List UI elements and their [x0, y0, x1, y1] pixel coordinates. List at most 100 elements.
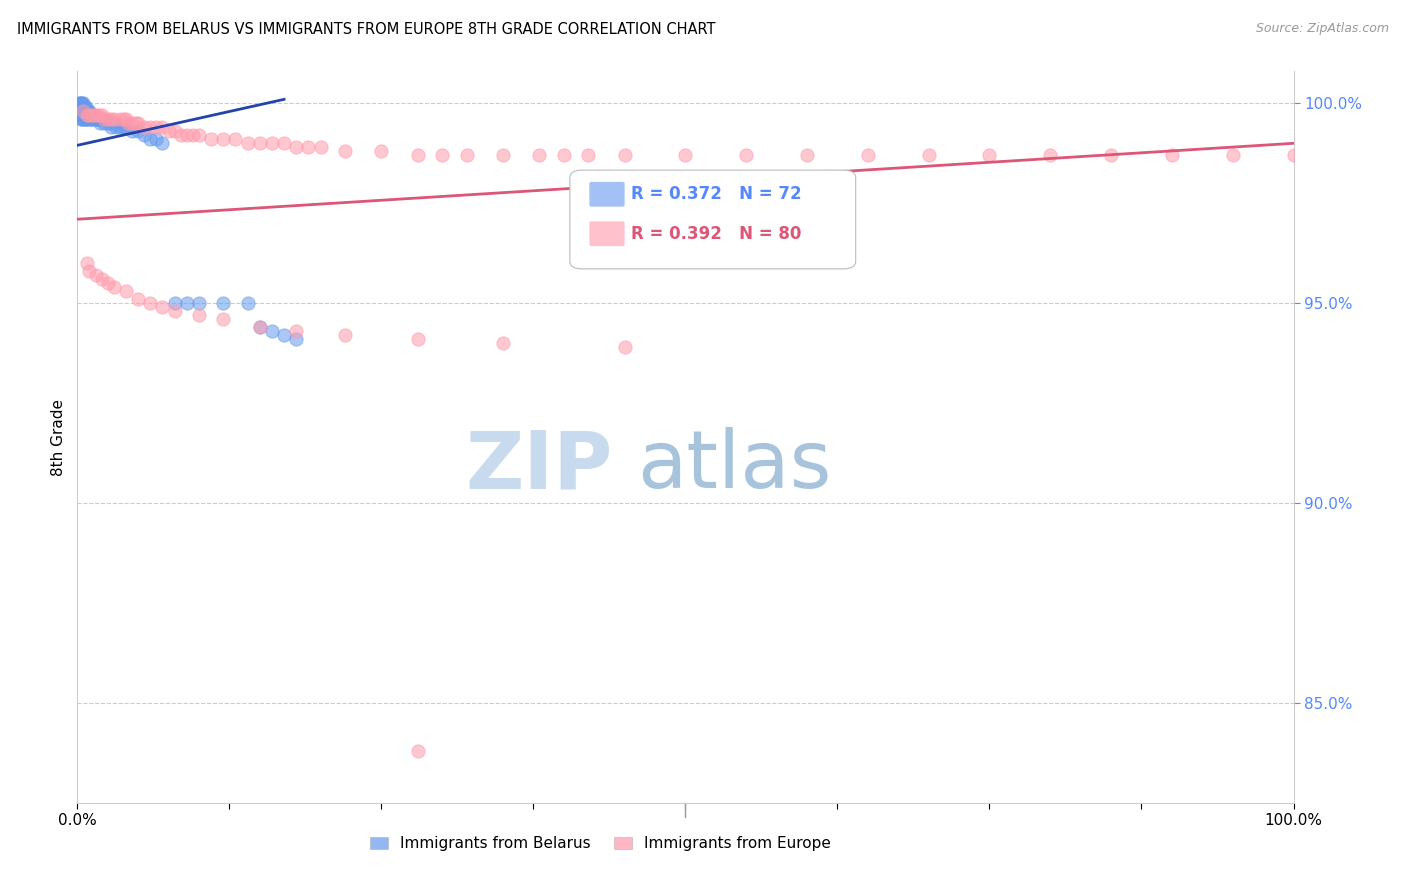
Point	[112, 112, 135, 127]
Point	[134, 120, 156, 135]
Point	[236, 136, 259, 151]
Point	[73, 108, 96, 122]
Point	[115, 112, 138, 127]
Point	[67, 100, 90, 114]
Point	[70, 108, 93, 122]
Point	[69, 100, 91, 114]
Point	[529, 148, 551, 162]
Point	[163, 296, 186, 310]
Point	[70, 96, 93, 111]
Text: IMMIGRANTS FROM BELARUS VS IMMIGRANTS FROM EUROPE 8TH GRADE CORRELATION CHART: IMMIGRANTS FROM BELARUS VS IMMIGRANTS FR…	[17, 22, 716, 37]
Point	[80, 108, 103, 122]
Point	[79, 108, 101, 122]
Point	[90, 272, 112, 286]
Point	[1099, 148, 1122, 162]
Point	[108, 120, 131, 135]
Point	[170, 128, 193, 143]
Point	[70, 100, 93, 114]
Point	[249, 320, 271, 334]
Point	[82, 112, 104, 127]
Point	[285, 324, 308, 338]
Point	[1039, 148, 1062, 162]
Point	[456, 148, 478, 162]
Point	[75, 104, 97, 119]
Point	[72, 104, 94, 119]
Point	[93, 116, 115, 130]
Point	[79, 112, 101, 127]
Point	[69, 96, 91, 111]
Point	[103, 116, 125, 130]
Point	[333, 145, 356, 159]
Point	[80, 112, 103, 127]
Point	[188, 296, 211, 310]
Point	[79, 108, 101, 122]
Point	[77, 104, 100, 119]
Point	[80, 108, 103, 122]
Point	[1282, 148, 1305, 162]
Point	[796, 148, 818, 162]
Point	[75, 100, 97, 114]
Text: atlas: atlas	[637, 427, 831, 506]
Point	[73, 100, 96, 114]
Point	[492, 148, 515, 162]
Point	[70, 104, 93, 119]
Point	[89, 108, 111, 122]
Point	[200, 132, 222, 146]
Legend: Immigrants from Belarus, Immigrants from Europe: Immigrants from Belarus, Immigrants from…	[363, 830, 837, 857]
Point	[406, 332, 429, 346]
Point	[100, 112, 122, 127]
Point	[212, 132, 235, 146]
Point	[273, 328, 295, 343]
Point	[157, 124, 180, 138]
Point	[86, 112, 108, 127]
Point	[70, 104, 93, 119]
FancyBboxPatch shape	[589, 221, 624, 246]
Point	[72, 104, 94, 119]
Point	[979, 148, 1001, 162]
Point	[97, 112, 120, 127]
Point	[127, 292, 149, 306]
Point	[112, 120, 135, 135]
Point	[97, 116, 120, 130]
Point	[260, 324, 283, 338]
Point	[72, 100, 94, 114]
Point	[856, 148, 879, 162]
FancyBboxPatch shape	[589, 182, 624, 207]
Point	[70, 100, 93, 114]
Point	[430, 148, 453, 162]
Point	[139, 296, 162, 310]
Point	[87, 112, 110, 127]
Text: R = 0.372   N = 72: R = 0.372 N = 72	[631, 185, 801, 202]
Point	[613, 340, 636, 354]
Point	[163, 124, 186, 138]
Point	[176, 128, 198, 143]
Point	[103, 112, 125, 127]
Point	[134, 128, 156, 143]
Y-axis label: 8th Grade: 8th Grade	[51, 399, 66, 475]
Point	[70, 108, 93, 122]
Point	[80, 108, 103, 122]
Point	[249, 320, 271, 334]
Point	[76, 108, 98, 122]
Point	[212, 312, 235, 326]
Point	[76, 256, 98, 270]
Point	[121, 116, 143, 130]
Point	[1222, 148, 1244, 162]
Point	[77, 108, 100, 122]
Point	[236, 296, 259, 310]
Text: Source: ZipAtlas.com: Source: ZipAtlas.com	[1256, 22, 1389, 36]
Point	[76, 104, 98, 119]
Point	[145, 132, 167, 146]
Point	[125, 116, 148, 130]
Point	[115, 120, 138, 135]
Point	[108, 112, 131, 127]
Point	[188, 308, 211, 322]
Point	[297, 140, 319, 154]
Point	[163, 304, 186, 318]
Point	[84, 268, 107, 283]
Point	[73, 112, 96, 127]
Point	[406, 148, 429, 162]
Point	[67, 96, 90, 111]
Point	[139, 120, 162, 135]
Text: ZIP: ZIP	[465, 427, 613, 506]
